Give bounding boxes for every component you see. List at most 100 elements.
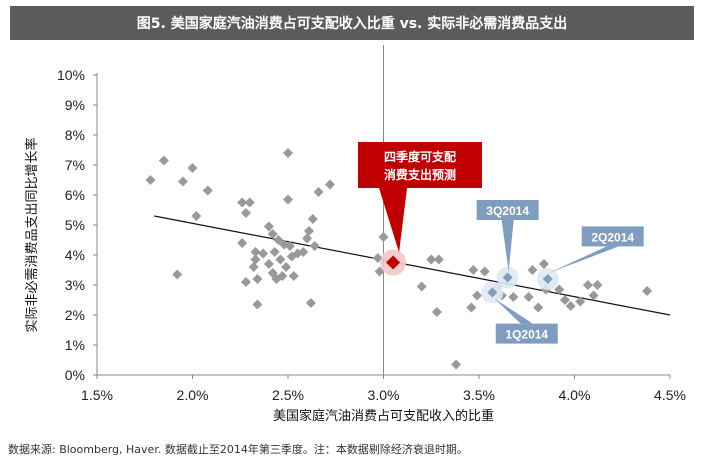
data-point [559, 295, 570, 305]
callout-box [581, 226, 644, 247]
data-point [250, 254, 261, 265]
highlight-point [542, 274, 553, 284]
callout-box [476, 200, 539, 220]
data-point [284, 241, 295, 251]
data-point [451, 359, 462, 370]
data-point [508, 292, 519, 302]
y-tick-label: 4% [65, 247, 85, 263]
data-point [275, 254, 286, 265]
y-tick-label: 10% [57, 67, 85, 83]
data-point [283, 194, 293, 205]
data-point [252, 299, 263, 310]
y-axis-label: 实际非必需消费品支出同比增长率 [24, 137, 39, 332]
x-tick-label: 3.5% [463, 387, 495, 403]
callout-box [495, 323, 558, 344]
data-point [307, 214, 318, 224]
trend-line [154, 215, 671, 316]
data-point [177, 176, 188, 187]
forecast-point [386, 255, 401, 270]
forecast-pointer [379, 188, 408, 253]
x-tick-label: 2.0% [177, 387, 209, 403]
highlight-point [502, 272, 513, 283]
data-point [202, 185, 213, 196]
data-point [283, 148, 293, 158]
data-point [273, 235, 284, 245]
forecast-box [358, 142, 482, 188]
data-point [431, 307, 442, 317]
data-point [538, 259, 549, 269]
data-point [237, 197, 248, 208]
data-point [250, 247, 261, 257]
data-point [472, 290, 483, 301]
y-tick-label: 6% [65, 187, 85, 203]
highlight-point [487, 287, 498, 298]
data-point [237, 238, 248, 248]
callout-pointer [501, 220, 514, 272]
data-point [313, 187, 324, 197]
data-point [248, 262, 259, 272]
data-point [252, 274, 263, 284]
data-point [378, 232, 389, 242]
data-point [305, 298, 316, 308]
data-point [527, 265, 538, 275]
data-point [277, 271, 288, 281]
data-point [642, 286, 653, 296]
callout-label: 1Q2014 [505, 328, 548, 342]
x-tick-label: 4.0% [559, 387, 591, 403]
data-point [281, 262, 292, 272]
data-point [172, 269, 183, 280]
data-point [240, 208, 251, 218]
scatter-chart: 0% 1% 2% 3% 4% 5% 6% 7% 8% 9% 10% 1.5% 2.0% 2.5% 3.0% 3… [24, 45, 686, 423]
y-tick-label: 0% [65, 367, 85, 383]
y-tick-label: 5% [65, 217, 85, 233]
data-point [244, 197, 255, 208]
data-point [145, 175, 156, 185]
data-point [433, 254, 444, 265]
data-point [468, 265, 479, 275]
data-point [575, 296, 586, 307]
data-point [479, 266, 490, 277]
data-point [466, 302, 477, 313]
data-point [187, 163, 198, 173]
data-point [267, 229, 278, 239]
chart-title: 图5. 美国家庭汽油消费占可支配收入比重 vs. 实际非必需消费品支出 [10, 6, 694, 40]
data-point [416, 281, 427, 292]
y-tick-label: 7% [65, 157, 85, 173]
data-point [582, 280, 593, 290]
data-point [533, 302, 544, 313]
data-point [592, 280, 603, 290]
data-point [304, 226, 315, 236]
data-point [426, 254, 437, 265]
data-point [258, 248, 269, 259]
data-point [288, 271, 299, 281]
x-tick-label: 3.0% [368, 387, 400, 403]
data-point [240, 277, 251, 287]
callout-label: 2Q2014 [591, 230, 634, 244]
x-tick-label: 1.5% [81, 387, 113, 403]
y-tick-label: 8% [65, 127, 85, 143]
y-tick-label: 3% [65, 277, 85, 293]
forecast-label: 四季度可支配 [384, 149, 456, 164]
data-point [263, 259, 274, 269]
callout-pointer [548, 246, 619, 273]
forecast-label: 消费支出预测 [384, 167, 456, 182]
data-point [325, 179, 336, 190]
data-point [191, 211, 202, 221]
data-point [309, 241, 320, 251]
y-tick-label: 2% [65, 307, 85, 323]
data-point [523, 292, 534, 302]
data-point [298, 247, 309, 257]
callout-label: 3Q2014 [486, 204, 529, 218]
data-point [554, 284, 565, 295]
data-point [565, 301, 576, 311]
data-point [263, 221, 274, 232]
data-point [158, 155, 169, 166]
data-point [588, 290, 599, 301]
x-tick-label: 2.5% [272, 387, 304, 403]
data-point [269, 247, 280, 257]
x-tick-label: 4.5% [654, 387, 686, 403]
data-point [302, 233, 313, 244]
source-footnote: 数据来源: Bloomberg, Haver. 数据截止至2014年第三季度。注… [8, 443, 468, 456]
x-axis-label: 美国家庭汽油消费占可支配收入的比重 [273, 408, 494, 423]
y-tick-label: 9% [65, 97, 85, 113]
